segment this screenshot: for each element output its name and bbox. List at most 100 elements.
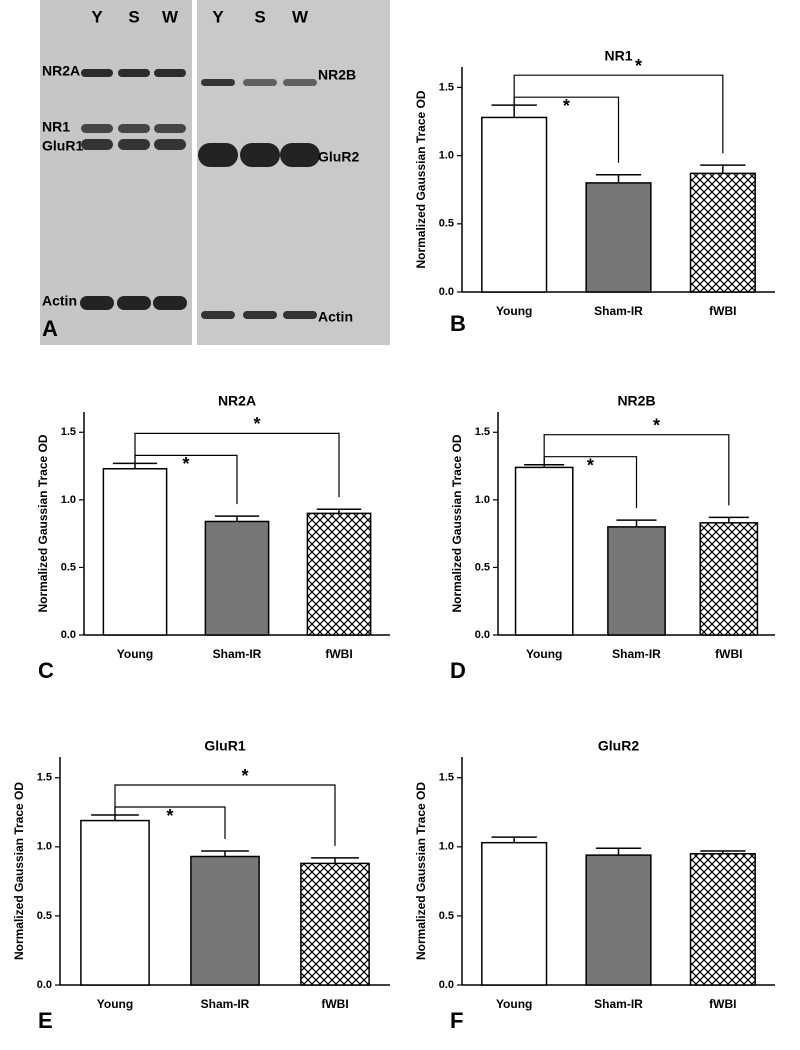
y-tick-label: 1.0 — [439, 841, 454, 853]
y-tick-label: 1.0 — [37, 841, 52, 853]
band — [154, 69, 186, 77]
y-tick-label: 1.5 — [439, 81, 454, 93]
protein-label: Actin — [42, 293, 77, 309]
band — [243, 79, 277, 86]
y-tick-label: 0.5 — [61, 561, 76, 573]
lane-label: S — [128, 7, 139, 26]
band — [153, 296, 187, 310]
significance-star: * — [182, 454, 189, 474]
chart-title: GluR1 — [204, 738, 245, 754]
protein-label: NR2B — [318, 67, 356, 83]
x-tick-label: fWBI — [715, 647, 742, 661]
lane-label: W — [162, 7, 179, 26]
y-tick-label: 0.0 — [439, 979, 454, 991]
y-tick-label: 0.0 — [475, 629, 490, 641]
band — [81, 69, 113, 77]
band — [201, 311, 235, 319]
band — [198, 143, 238, 167]
x-tick-label: Young — [97, 997, 133, 1011]
significance-star: * — [166, 806, 173, 826]
y-axis-label: Normalized Gaussian Trace OD — [450, 434, 464, 612]
band — [118, 139, 150, 150]
band — [201, 79, 235, 86]
bar — [607, 526, 666, 636]
x-tick-label: Sham-IR — [213, 647, 262, 661]
y-axis-label: Normalized Gaussian Trace OD — [36, 434, 50, 612]
band — [283, 79, 317, 86]
x-tick-label: Sham-IR — [201, 997, 250, 1011]
lane-label: Y — [212, 7, 224, 26]
significance-star: * — [563, 96, 570, 116]
y-tick-label: 0.0 — [61, 629, 76, 641]
panel-letter: C — [38, 658, 54, 683]
lane-label: S — [254, 7, 265, 26]
band — [118, 124, 150, 133]
protein-label: NR1 — [42, 119, 70, 135]
bar — [689, 172, 756, 293]
chart-title: NR1 — [604, 48, 632, 64]
y-tick-label: 1.0 — [61, 494, 76, 506]
significance-bracket — [114, 784, 336, 846]
panel-letter: F — [450, 1008, 463, 1033]
significance-star: * — [253, 414, 260, 434]
y-tick-label: 1.5 — [61, 426, 76, 438]
lane-label: W — [292, 7, 309, 26]
band — [280, 143, 320, 167]
bar — [204, 520, 270, 636]
x-tick-label: Young — [496, 997, 532, 1011]
y-tick-label: 1.0 — [439, 150, 454, 162]
x-tick-label: fWBI — [709, 997, 736, 1011]
protein-label: NR2A — [42, 63, 80, 79]
chart-title: NR2A — [218, 393, 256, 409]
protein-label: GluR1 — [42, 138, 83, 154]
y-axis-label: Normalized Gaussian Trace OD — [414, 90, 428, 268]
bar — [300, 862, 370, 986]
x-tick-label: fWBI — [709, 304, 736, 318]
significance-star: * — [653, 415, 660, 435]
bar — [689, 852, 756, 986]
y-axis-label: Normalized Gaussian Trace OD — [414, 782, 428, 960]
significance-star: * — [241, 766, 248, 786]
y-tick-label: 1.5 — [37, 772, 52, 784]
membrane — [40, 0, 192, 345]
band — [81, 124, 113, 133]
bar — [514, 466, 574, 636]
bar — [481, 841, 548, 986]
band — [80, 296, 114, 310]
bar — [306, 512, 372, 636]
band — [81, 139, 113, 150]
x-tick-label: fWBI — [325, 647, 352, 661]
bar — [190, 855, 260, 986]
bar — [585, 182, 652, 293]
x-tick-label: Young — [496, 304, 532, 318]
band — [154, 124, 186, 133]
bar — [481, 116, 548, 293]
chart-title: NR2B — [617, 393, 655, 409]
y-tick-label: 0.5 — [439, 910, 454, 922]
band — [118, 69, 150, 77]
y-tick-label: 0.0 — [439, 286, 454, 298]
y-axis-label: Normalized Gaussian Trace OD — [12, 782, 26, 960]
significance-star: * — [587, 455, 594, 475]
x-tick-label: Sham-IR — [594, 997, 643, 1011]
x-tick-label: Sham-IR — [594, 304, 643, 318]
bar — [80, 819, 150, 986]
y-tick-label: 0.5 — [475, 561, 490, 573]
band — [240, 143, 280, 167]
lane-label: Y — [91, 7, 103, 26]
significance-bracket — [543, 434, 730, 506]
membrane — [197, 0, 390, 345]
panel-letter: D — [450, 658, 466, 683]
panel-letter: B — [450, 311, 466, 336]
y-tick-label: 1.5 — [475, 426, 490, 438]
bar — [585, 854, 652, 986]
chart-title: GluR2 — [598, 738, 639, 754]
y-tick-label: 0.5 — [37, 910, 52, 922]
y-tick-label: 0.5 — [439, 218, 454, 230]
significance-bracket — [513, 74, 724, 154]
x-tick-label: Young — [117, 647, 153, 661]
significance-bracket — [134, 432, 340, 498]
protein-label: Actin — [318, 309, 353, 325]
x-tick-label: Sham-IR — [612, 647, 661, 661]
